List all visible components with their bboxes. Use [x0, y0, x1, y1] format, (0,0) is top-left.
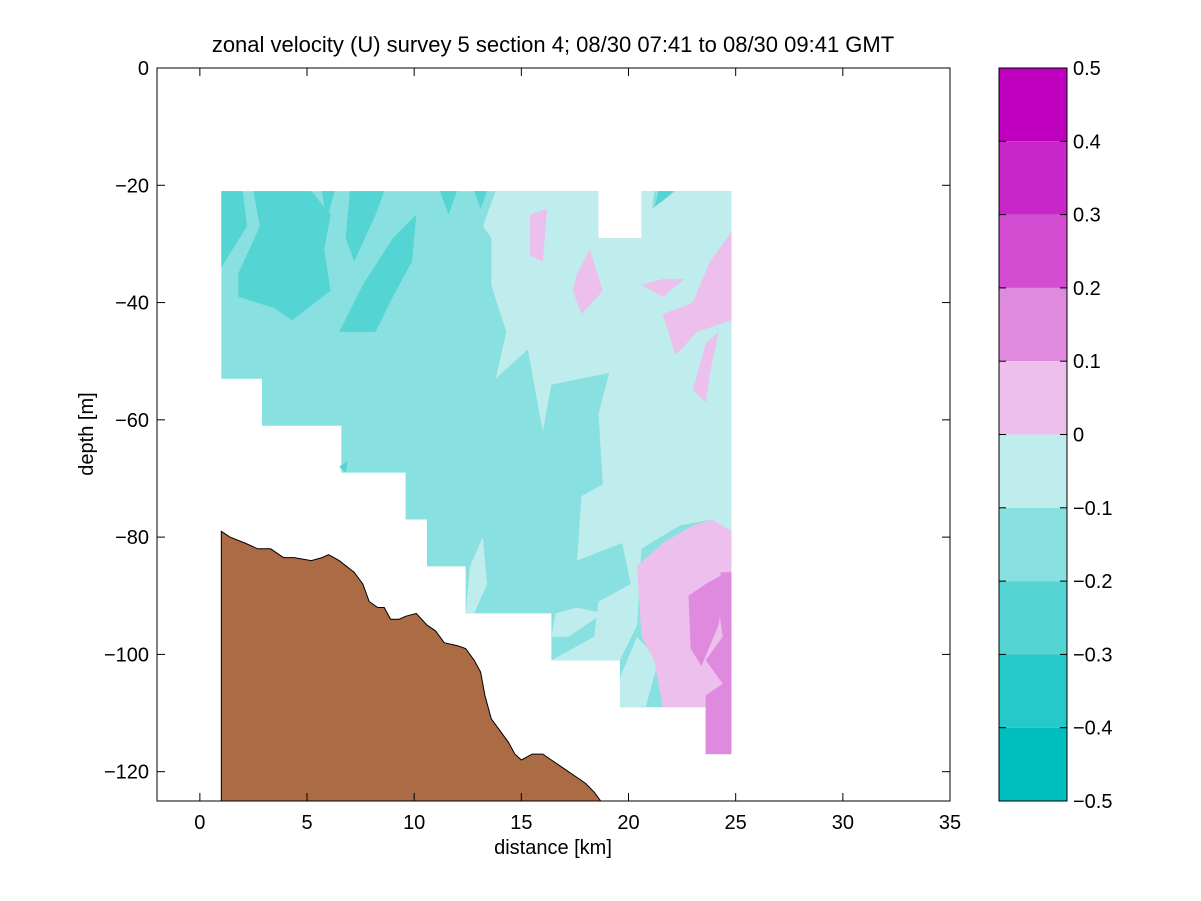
contour-region-11 [551, 607, 603, 637]
contour-region-13 [529, 208, 548, 262]
colorbar-swatch-7 [999, 581, 1067, 655]
contour-region-20 [688, 572, 728, 667]
x-axis-label: distance [km] [494, 837, 612, 859]
contour-region-9 [482, 191, 732, 661]
colorbar-tick-label: −0.3 [1073, 644, 1112, 666]
seafloor-topography [220, 530, 602, 802]
colorbar-swatch-2 [999, 214, 1067, 288]
colorbar-tick-label: 0.5 [1073, 58, 1101, 80]
x-tick-label: 20 [617, 812, 639, 834]
y-tick-label: −100 [104, 644, 149, 666]
colorbar-tick-label: 0.2 [1073, 278, 1101, 300]
x-tick-label: 15 [510, 812, 532, 834]
x-tick-label: 25 [725, 812, 747, 834]
contour-region-17 [692, 331, 719, 403]
contour-region-5 [439, 191, 458, 215]
colorbar-swatch-3 [999, 287, 1067, 362]
colorbar-swatch-5 [999, 434, 1067, 508]
plot-area [220, 185, 732, 802]
y-tick-label: −20 [115, 175, 149, 197]
colorbar-tick-label: −0.1 [1073, 498, 1112, 520]
colorbar-tick-label: 0.4 [1073, 131, 1101, 153]
contour-region-1 [238, 191, 331, 321]
colorbar-tick-label: 0 [1073, 425, 1084, 447]
contour-region-15 [641, 279, 685, 297]
y-tick-label: 0 [138, 58, 149, 80]
contour-region-10 [465, 537, 488, 614]
chart-title: zonal velocity (U) survey 5 section 4; 0… [212, 32, 894, 57]
colorbar-tick-label: 0.3 [1073, 205, 1101, 227]
contour-region-2 [322, 191, 335, 221]
y-tick-label: −120 [104, 762, 149, 784]
colorbar-swatch-0 [999, 68, 1067, 142]
contour-region-6 [474, 191, 488, 209]
y-axis-label: depth [m] [76, 392, 98, 475]
contour-region-8 [339, 460, 348, 473]
colorbar-tick-label: −0.2 [1073, 571, 1112, 593]
x-tick-label: 0 [194, 812, 205, 834]
colorbar-swatch-8 [999, 654, 1067, 728]
colorbar-tick-label: −0.4 [1073, 718, 1112, 740]
contour-region-7 [654, 191, 674, 209]
x-tick-label: 5 [301, 812, 312, 834]
contour-region-14 [572, 249, 603, 315]
no-data-gap [598, 185, 642, 239]
colorbar-swatch-6 [999, 507, 1067, 582]
contour-region-0 [221, 191, 247, 268]
colorbar-tick-label: −0.5 [1073, 791, 1112, 813]
plot-axes: 0 5 10 15 20 25 30 35 0 −20 −40 −60 −80 −100 −120 [104, 58, 961, 834]
y-tick-label: −60 [115, 410, 149, 432]
y-tick-label: −80 [115, 527, 149, 549]
colorbar-swatch-9 [999, 727, 1067, 801]
contour-region-12 [619, 636, 659, 708]
colorbar-swatch-1 [999, 141, 1067, 215]
contour-region-4 [339, 214, 417, 332]
contour-region-3 [345, 191, 385, 262]
x-tick-label: 35 [939, 812, 961, 834]
contour-region-16 [662, 232, 732, 356]
x-tick-label: 30 [832, 812, 854, 834]
contour-region-19 [705, 572, 732, 755]
colorbar: 0.5 0.4 0.3 0.2 0.1 0 −0.1 −0.2 −0.3 −0.4 −0.5 [998, 58, 1112, 813]
x-tick-label: 10 [403, 812, 425, 834]
plot-frame [156, 67, 951, 802]
colorbar-swatch-4 [999, 361, 1067, 435]
colorbar-tick-label: 0.1 [1073, 351, 1101, 373]
y-tick-label: −40 [115, 293, 149, 315]
